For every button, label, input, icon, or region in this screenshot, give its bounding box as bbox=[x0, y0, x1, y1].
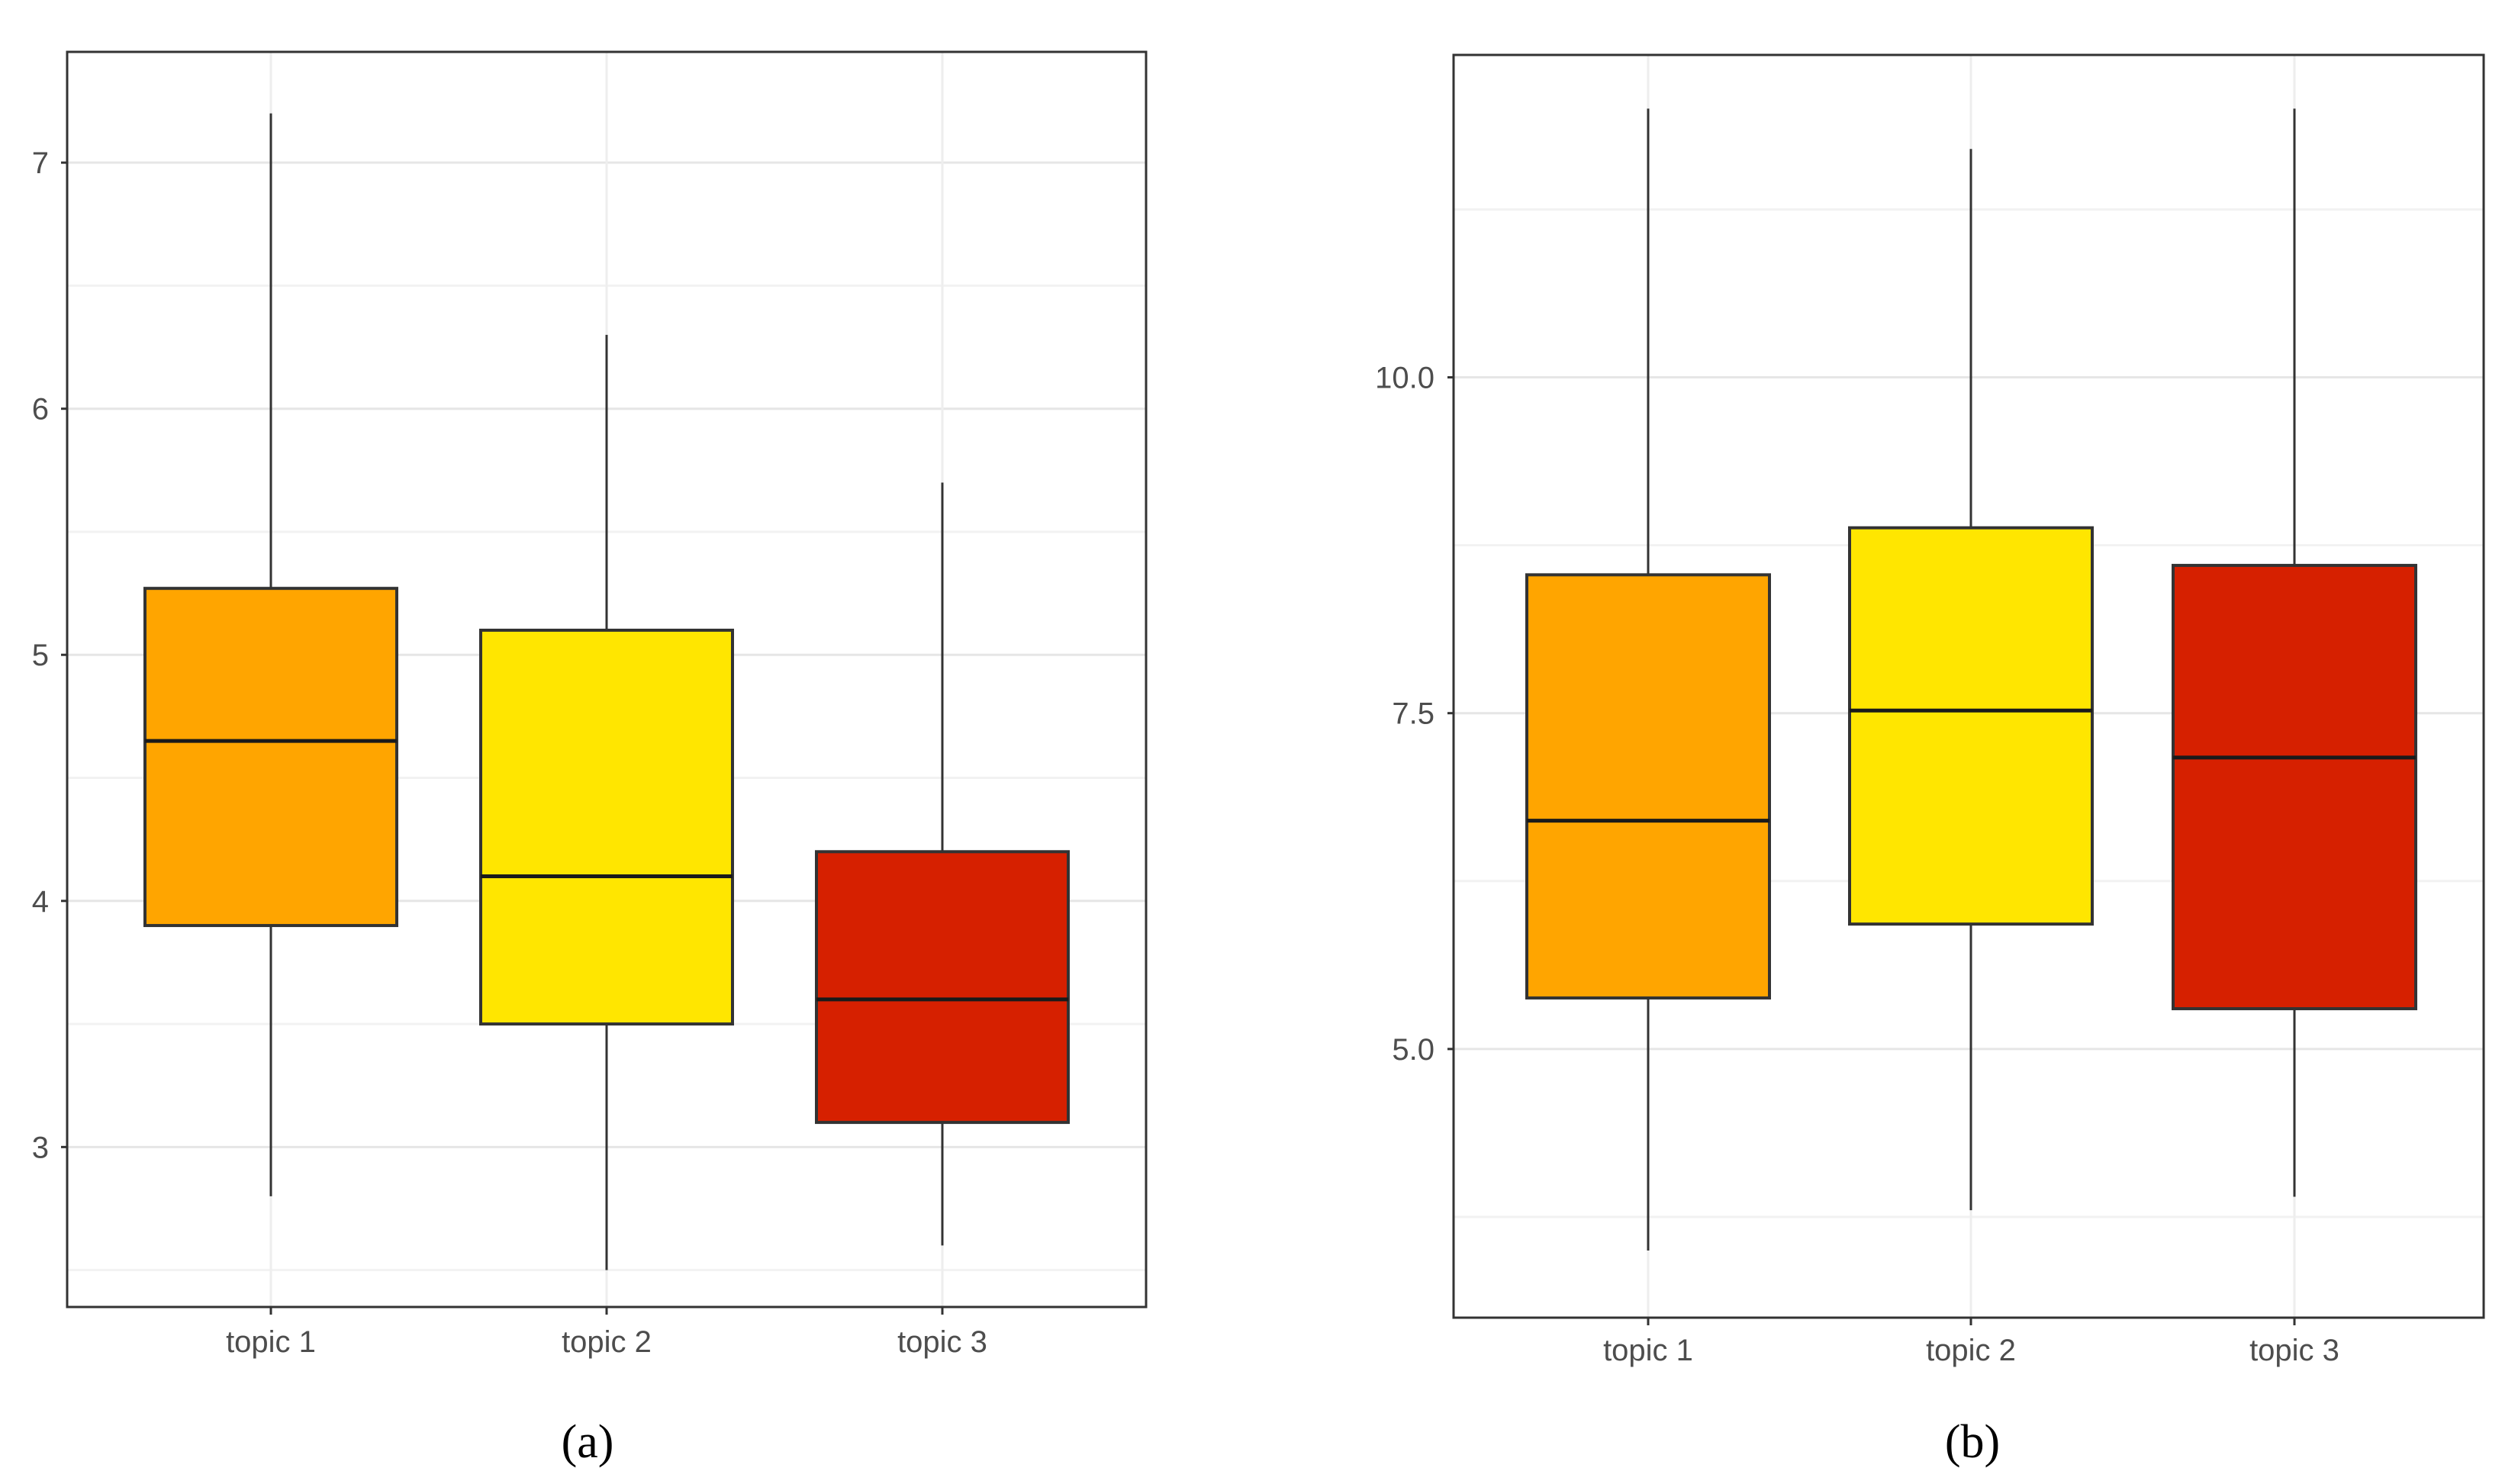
x-axis-a: topic 1 topic 2 topic 3 bbox=[226, 1307, 987, 1359]
whiskers-a bbox=[269, 113, 944, 1270]
boxes-b bbox=[1525, 526, 2417, 1011]
plot-border-a bbox=[66, 50, 1148, 1309]
panel-a: 3 4 5 6 7 topic 1 topic 2 topic 3 (a) bbox=[32, 50, 1148, 1468]
panel-label-b: (b) bbox=[1945, 1416, 2000, 1468]
box-2 bbox=[479, 628, 734, 1026]
whiskers-b bbox=[1647, 108, 2296, 1251]
box-1 bbox=[143, 587, 398, 928]
x-tick-label-a: topic 3 bbox=[897, 1325, 987, 1359]
y-axis-a: 3 4 5 6 7 bbox=[32, 146, 67, 1164]
y-tick-label-a: 5 bbox=[32, 639, 49, 672]
x-axis-b: topic 1 topic 2 topic 3 bbox=[1603, 1318, 2339, 1367]
x-tick-label-b: topic 3 bbox=[2249, 1334, 2339, 1367]
x-tick-label-b: topic 2 bbox=[1926, 1334, 2016, 1367]
plot-border-b bbox=[1452, 53, 2485, 1319]
y-axis-b: 5.0 7.5 10.0 bbox=[1375, 362, 1454, 1067]
y-tick-label-b: 10.0 bbox=[1375, 362, 1434, 395]
box-2 bbox=[1848, 526, 2094, 926]
box-3 bbox=[2172, 564, 2417, 1011]
x-tick-label-a: topic 1 bbox=[226, 1325, 316, 1359]
y-tick-label-a: 6 bbox=[32, 393, 49, 427]
panel-label-a: (a) bbox=[562, 1416, 614, 1468]
y-tick-label-b: 5.0 bbox=[1392, 1033, 1434, 1067]
box-3 bbox=[815, 850, 1070, 1125]
box-1 bbox=[1525, 573, 1771, 1000]
y-tick-label-a: 7 bbox=[32, 146, 49, 180]
panel-b: 5.0 7.5 10.0 topic 1 topic 2 topic 3 (b) bbox=[1375, 53, 2485, 1468]
y-tick-label-a: 3 bbox=[32, 1131, 49, 1164]
y-tick-label-a: 4 bbox=[32, 885, 49, 919]
x-tick-label-b: topic 1 bbox=[1603, 1334, 1693, 1367]
boxes-a bbox=[143, 587, 1070, 1125]
y-tick-label-b: 7.5 bbox=[1392, 697, 1434, 731]
x-tick-label-a: topic 2 bbox=[562, 1325, 652, 1359]
